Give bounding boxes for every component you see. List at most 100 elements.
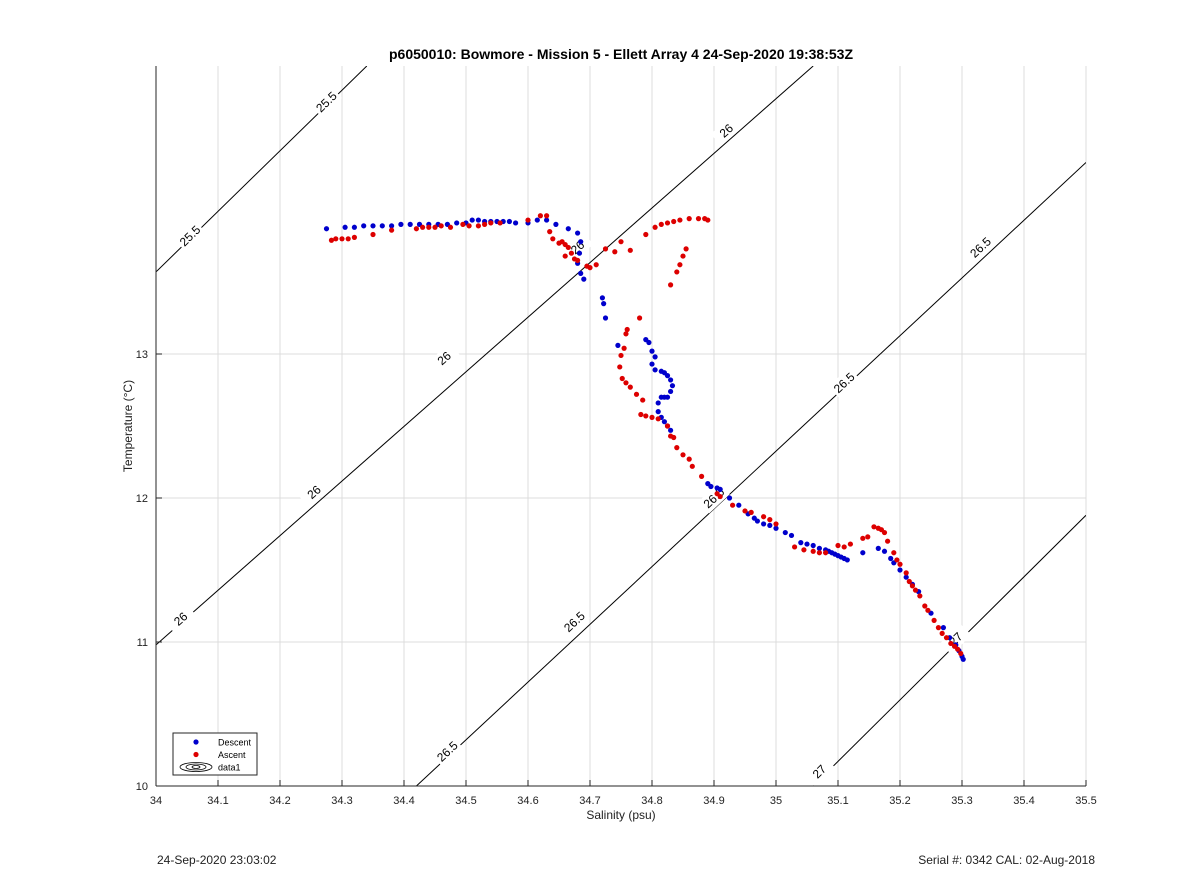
ascent-point [460,221,466,227]
descent-point [960,656,966,662]
ascent-point [638,411,644,418]
ascent-point [351,234,357,240]
density-contours: 25.525.5262626262626.526.526.526.526.527… [156,66,1086,786]
contour-label-bg [310,86,343,118]
ascent-point [339,236,345,242]
legend-marker-data1-core [191,765,201,769]
ascent-point [686,216,692,222]
ascent-point [544,213,550,219]
ascent-point [881,529,888,536]
ascent-point [619,375,625,382]
ascent-point [742,508,748,514]
ascent-point [550,236,556,242]
ascent-point [587,265,593,271]
ascent-point [488,220,494,226]
ascent-point [773,521,779,527]
contour-label-bg [964,232,997,263]
ascent-point [939,630,945,636]
y-tick-label: 12 [136,493,148,505]
descent-point [804,541,810,547]
ascent-point [894,557,900,563]
descent-point [389,223,395,229]
ascent-point [618,352,624,359]
ascent-point [612,249,618,255]
ascent-point [623,331,629,337]
ascent-point [810,548,816,554]
ascent-point [792,544,798,550]
descent-point [398,221,404,227]
ascent-point [717,493,723,500]
ascent-point [909,583,916,589]
descent-point [761,521,767,527]
ascent-point [652,224,658,230]
descent-point [844,557,850,563]
ascent-point [730,502,736,508]
ascent-point [547,229,553,235]
ascent-point [617,364,623,370]
ascent-point [897,561,903,567]
descent-point [469,217,475,223]
ascent-point [389,227,395,233]
descent-point [454,220,460,226]
descent-point [578,239,584,245]
ascent-point [482,221,488,227]
ascent-point [643,413,649,419]
legend: Descent Ascent data1 [172,732,258,776]
ascent-point [664,220,671,226]
ascent-point [674,445,680,451]
ascent-point [871,524,877,530]
x-tick-label: 34.7 [579,795,600,807]
descent-point [351,224,357,230]
y-tick-label: 11 [137,637,148,649]
descent-point [788,532,795,539]
ascent-point [677,262,683,268]
ascent-point [885,538,891,544]
descent-point [708,483,714,490]
contour-label-bg [298,476,330,508]
ascent-point [624,326,630,333]
ascent-point [699,473,705,479]
ascent-point [658,221,664,227]
ascent-point [917,593,923,599]
x-tick-label: 34.9 [703,795,724,807]
ascent-point [695,216,702,222]
ascent-point [370,231,376,238]
ascent-point [677,217,683,223]
contour-label-bg [428,343,461,374]
ascent-point [689,463,695,469]
legend-marker-data1 [179,762,213,772]
ascent-point [413,226,419,232]
descent-point [649,348,655,354]
ascent-point [565,244,571,251]
chart-title: p6050010: Bowmore - Mission 5 - Ellett A… [389,46,853,62]
ascent-point [466,223,472,229]
descent-point [782,529,788,536]
ascent-point [621,345,627,351]
ascent-point [748,509,754,515]
contour-label-bg [710,115,743,147]
descent-point [736,502,742,508]
plot-axes: 34 34.1 34.2 34.3 34.4 34.5 34.6 34.7 34.8 34.9 35… [136,66,1097,807]
contour-label-bg [940,623,972,655]
descent-point [323,226,330,232]
ascent-point [568,250,575,256]
ascent-point [955,646,961,652]
legend-label-ascent: Ascent [218,750,246,760]
descent-point [664,373,671,379]
contour-label-bg [558,606,591,638]
descent-point [602,315,609,321]
data-points [323,213,966,662]
ascent-point [643,231,649,238]
ascent-point [333,236,339,242]
contour-label-bg [828,367,860,399]
descent-point [661,419,668,425]
x-tick-label: 35.2 [889,795,910,807]
descent-point [544,217,550,223]
ascent-point [823,550,829,556]
legend-marker-descent [193,739,199,745]
x-tick-label: 35.5 [1075,795,1096,807]
x-tick-label: 34.6 [517,795,538,807]
ascent-point [906,578,912,585]
ascent-point [903,570,909,576]
descent-point [767,522,773,528]
